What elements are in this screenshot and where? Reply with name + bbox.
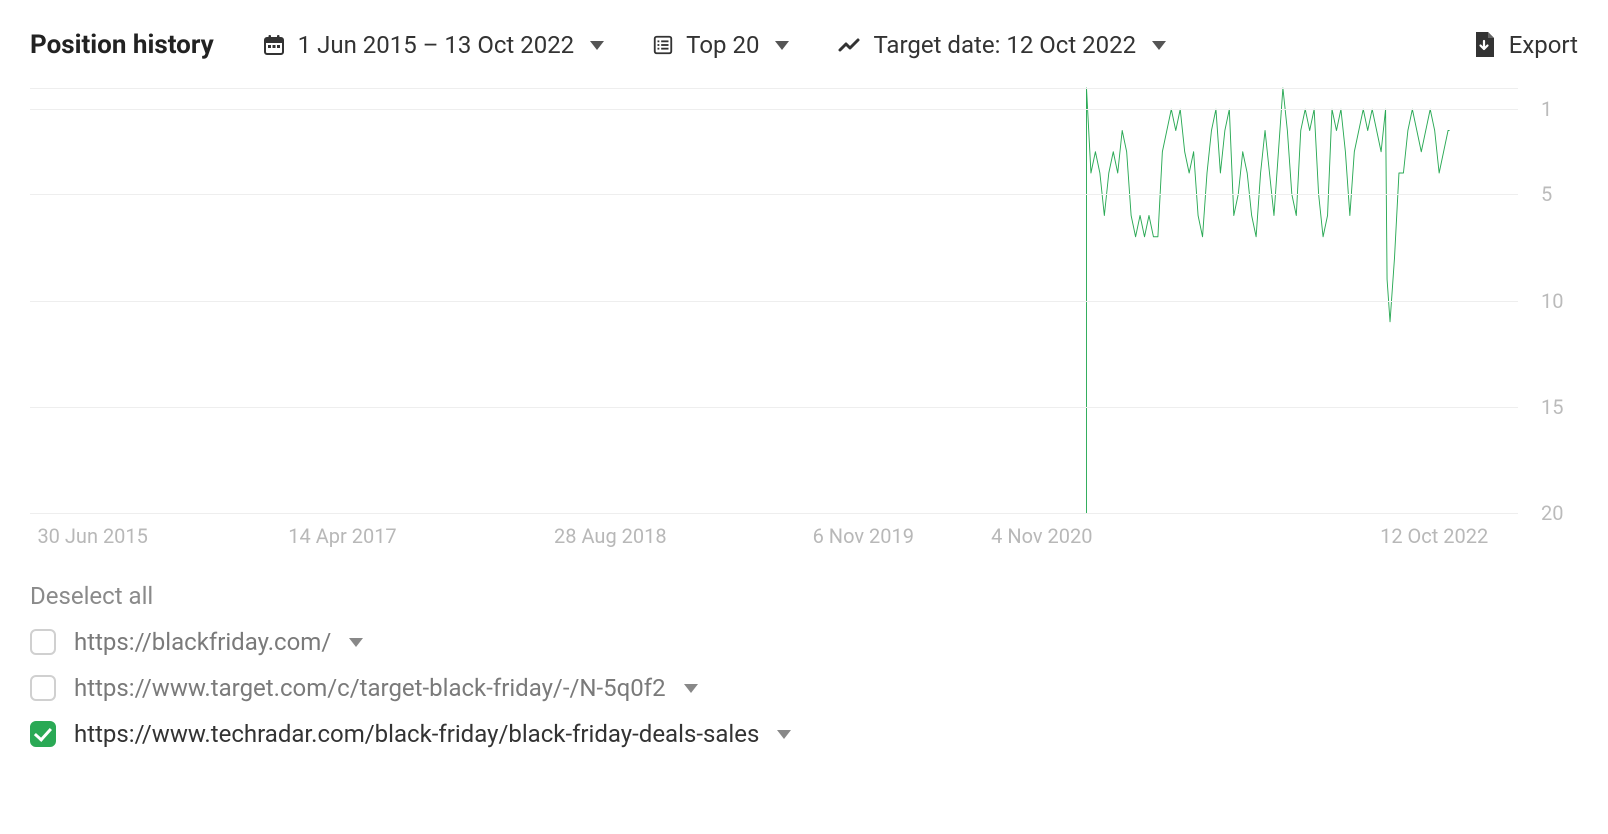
y-tick-label: 10 (1523, 289, 1578, 313)
y-tick-label: 20 (1523, 501, 1578, 525)
x-tick-label: 14 Apr 2017 (288, 524, 396, 548)
x-tick-label: 28 Aug 2018 (554, 524, 667, 548)
calendar-icon (262, 33, 286, 57)
chart-gridline (30, 88, 1518, 89)
legend-url: https://www.target.com/c/target-black-fr… (74, 674, 666, 702)
date-range-label: 1 Jun 2015 – 13 Oct 2022 (298, 31, 575, 59)
top-label: Top 20 (686, 31, 759, 59)
chart-gridline (30, 109, 1518, 110)
legend-items: https://blackfriday.com/https://www.targ… (30, 628, 1578, 748)
y-tick-label: 15 (1523, 395, 1578, 419)
x-tick-label: 6 Nov 2019 (813, 524, 914, 548)
download-file-icon (1473, 32, 1495, 58)
toolbar: Position history 1 Jun 2015 – 13 Oct 202… (30, 30, 1578, 60)
legend-url: https://www.techradar.com/black-friday/b… (74, 720, 759, 748)
x-tick-label: 30 Jun 2015 (37, 524, 147, 548)
position-chart: 30 Jun 2015 14 Apr 2017 28 Aug 2018 6 Nov 2… (30, 88, 1578, 558)
chart-gridline (30, 513, 1518, 514)
legend-item[interactable]: https://blackfriday.com/ (30, 628, 1578, 656)
chart-gridline (30, 194, 1518, 195)
target-date-label: Target date: 12 Oct 2022 (873, 31, 1136, 59)
x-tick-label: 4 Nov 2020 (991, 524, 1092, 548)
deselect-all-button[interactable]: Deselect all (30, 582, 1578, 610)
chevron-down-icon (684, 684, 698, 693)
chart-gridline (30, 301, 1518, 302)
trend-icon (837, 33, 861, 57)
chevron-down-icon (777, 730, 791, 739)
legend-checkbox[interactable] (30, 675, 56, 701)
chevron-down-icon (1152, 41, 1166, 50)
y-tick-label: 1 (1523, 97, 1578, 121)
legend-checkbox[interactable] (30, 721, 56, 747)
chevron-down-icon (349, 638, 363, 647)
list-icon (652, 34, 674, 56)
chart-gridline (30, 407, 1518, 408)
y-tick-label: 5 (1523, 182, 1578, 206)
legend-item[interactable]: https://www.target.com/c/target-black-fr… (30, 674, 1578, 702)
chevron-down-icon (775, 41, 789, 50)
legend: Deselect all https://blackfriday.com/htt… (30, 582, 1578, 748)
export-button[interactable]: Export (1473, 31, 1578, 59)
legend-url: https://blackfriday.com/ (74, 628, 331, 656)
top-selector[interactable]: Top 20 (652, 31, 789, 59)
legend-item[interactable]: https://www.techradar.com/black-friday/b… (30, 720, 1578, 748)
chevron-down-icon (590, 41, 604, 50)
x-tick-label: 12 Oct 2022 (1380, 524, 1488, 548)
page-title: Position history (30, 30, 214, 60)
chart-plot-area (30, 88, 1518, 513)
export-label: Export (1509, 31, 1578, 59)
chart-x-axis: 30 Jun 2015 14 Apr 2017 28 Aug 2018 6 Nov 2… (30, 518, 1518, 558)
date-range-selector[interactable]: 1 Jun 2015 – 13 Oct 2022 (262, 31, 605, 59)
legend-checkbox[interactable] (30, 629, 56, 655)
target-date-selector[interactable]: Target date: 12 Oct 2022 (837, 31, 1166, 59)
